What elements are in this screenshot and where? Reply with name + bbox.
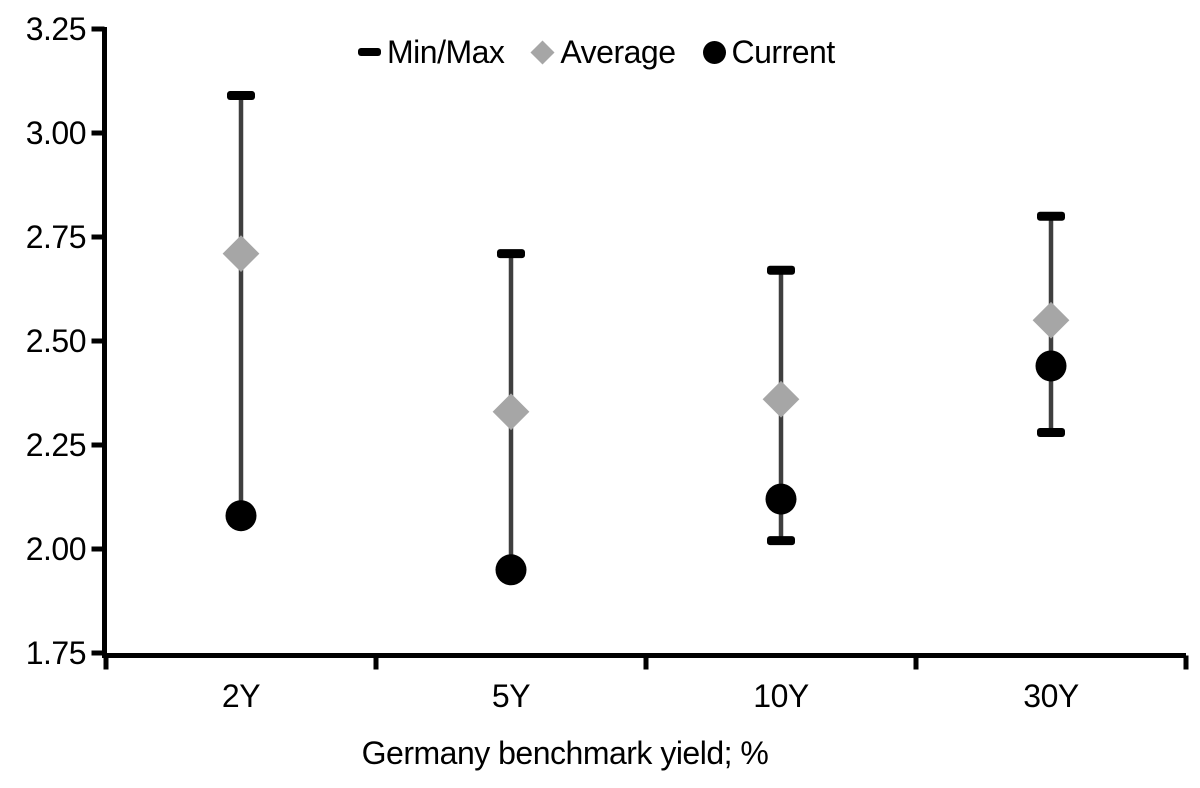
average-marker-30Y [1032, 301, 1070, 339]
y-tick-label-3.25: 3.25 [26, 11, 86, 47]
chart-legend: Min/Max Average Current [358, 34, 835, 70]
legend-item-average: Average [530, 34, 676, 70]
x-tick-label-10Y: 10Y [753, 678, 809, 714]
max-cap-30Y [1037, 211, 1065, 221]
x-tick-label-2Y: 2Y [222, 678, 260, 714]
current-marker-10Y [765, 483, 797, 515]
x-tick-label-30Y: 30Y [1023, 678, 1079, 714]
current-circle-icon [702, 40, 726, 64]
legend-label-current: Current [731, 34, 836, 70]
legend-item-minmax: Min/Max [358, 34, 505, 70]
average-marker-10Y [762, 380, 800, 418]
min-cap-10Y [767, 536, 795, 546]
legend-item-current: Current [702, 34, 836, 70]
min-cap-30Y [1037, 428, 1065, 438]
x-tick-label-5Y: 5Y [492, 678, 530, 714]
average-diamond-icon [530, 39, 555, 65]
y-tick-label-2.75: 2.75 [26, 219, 86, 255]
legend-label-minmax: Min/Max [387, 34, 505, 70]
y-tick-label-1.75: 1.75 [26, 635, 86, 671]
y-tick-label-2.50: 2.50 [26, 323, 86, 359]
average-marker-5Y [492, 393, 530, 431]
average-marker-2Y [222, 235, 260, 273]
max-cap-10Y [767, 265, 795, 275]
current-marker-30Y [1035, 350, 1067, 382]
current-marker-2Y [225, 500, 257, 532]
x-axis-title: Germany benchmark yield; % [361, 735, 769, 771]
current-marker-5Y [495, 554, 527, 586]
legend-label-average: Average [560, 34, 676, 70]
y-tick-label-2.00: 2.00 [26, 531, 86, 567]
minmax-dash-icon [358, 48, 381, 56]
max-cap-2Y [227, 91, 255, 101]
y-tick-label-3.00: 3.00 [26, 115, 86, 151]
y-tick-label-2.25: 2.25 [26, 427, 86, 463]
max-cap-5Y [497, 249, 525, 259]
